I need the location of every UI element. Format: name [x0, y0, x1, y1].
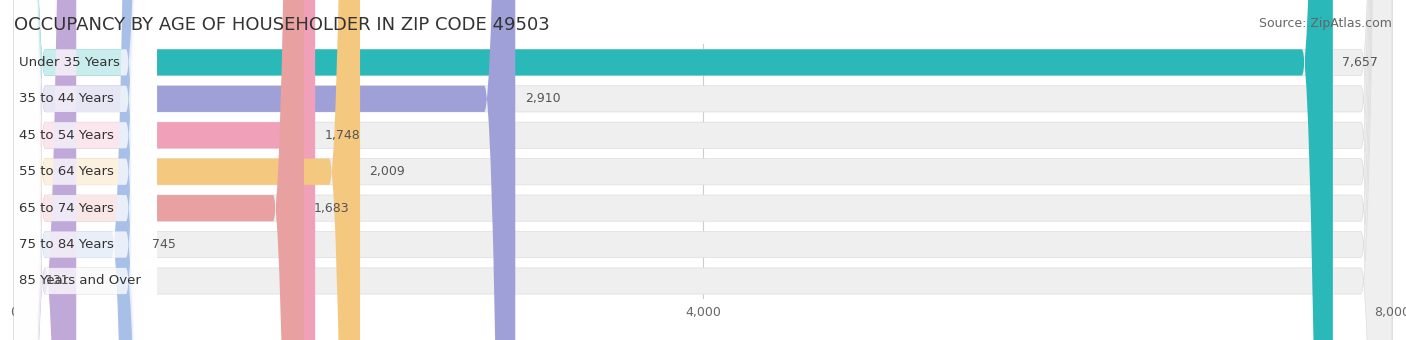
FancyBboxPatch shape [14, 0, 157, 340]
Text: 85 Years and Over: 85 Years and Over [20, 274, 141, 288]
FancyBboxPatch shape [14, 0, 360, 340]
Text: 131: 131 [46, 274, 70, 288]
Text: Source: ZipAtlas.com: Source: ZipAtlas.com [1258, 17, 1392, 30]
FancyBboxPatch shape [14, 0, 515, 340]
FancyBboxPatch shape [14, 0, 1392, 340]
FancyBboxPatch shape [14, 0, 76, 340]
FancyBboxPatch shape [14, 0, 304, 340]
FancyBboxPatch shape [14, 0, 157, 340]
Text: 55 to 64 Years: 55 to 64 Years [20, 165, 114, 178]
Text: 2,009: 2,009 [370, 165, 405, 178]
Text: 745: 745 [152, 238, 176, 251]
FancyBboxPatch shape [14, 0, 157, 340]
Text: 1,683: 1,683 [314, 202, 349, 215]
Text: 65 to 74 Years: 65 to 74 Years [20, 202, 114, 215]
FancyBboxPatch shape [14, 0, 1392, 340]
FancyBboxPatch shape [14, 0, 1392, 340]
FancyBboxPatch shape [14, 0, 157, 340]
FancyBboxPatch shape [14, 0, 142, 340]
FancyBboxPatch shape [14, 0, 1392, 340]
Text: 35 to 44 Years: 35 to 44 Years [20, 92, 114, 105]
FancyBboxPatch shape [14, 0, 1392, 340]
FancyBboxPatch shape [14, 0, 1392, 340]
FancyBboxPatch shape [14, 0, 1392, 340]
Text: 7,657: 7,657 [1343, 56, 1378, 69]
FancyBboxPatch shape [14, 0, 157, 340]
Text: 2,910: 2,910 [524, 92, 561, 105]
Text: 45 to 54 Years: 45 to 54 Years [20, 129, 114, 142]
Text: OCCUPANCY BY AGE OF HOUSEHOLDER IN ZIP CODE 49503: OCCUPANCY BY AGE OF HOUSEHOLDER IN ZIP C… [14, 16, 550, 34]
FancyBboxPatch shape [14, 0, 315, 340]
Text: 1,748: 1,748 [325, 129, 360, 142]
FancyBboxPatch shape [14, 0, 1333, 340]
FancyBboxPatch shape [14, 0, 157, 340]
FancyBboxPatch shape [14, 0, 157, 340]
Text: Under 35 Years: Under 35 Years [20, 56, 120, 69]
Text: 75 to 84 Years: 75 to 84 Years [20, 238, 114, 251]
